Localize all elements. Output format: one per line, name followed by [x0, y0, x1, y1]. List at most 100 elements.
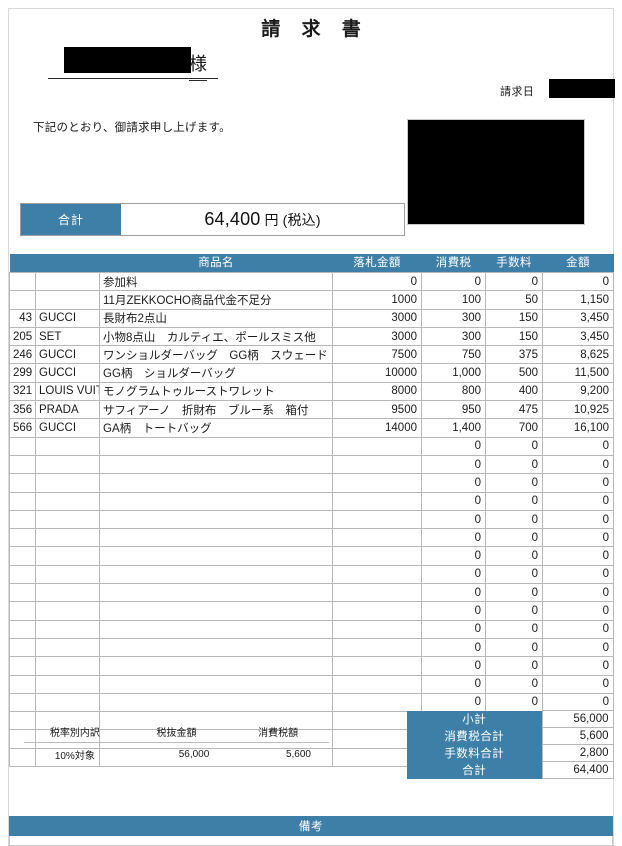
cell-brand — [35, 692, 100, 713]
col-header-brand — [35, 254, 100, 273]
cell-amount: 16,100 — [542, 418, 614, 438]
cell-amount: 0 — [542, 619, 614, 639]
cell-name — [99, 528, 333, 548]
cell-name: GA柄 トートバッグ — [99, 418, 333, 438]
cell-no — [9, 583, 36, 603]
cell-bid — [332, 583, 422, 603]
cell-brand: PRADA — [35, 400, 100, 420]
cell-no — [9, 473, 36, 493]
cell-no — [9, 637, 36, 658]
cell-bid — [332, 546, 422, 566]
cell-amount: 0 — [542, 674, 614, 694]
cell-no: 246 — [9, 345, 36, 365]
cell-brand — [35, 637, 100, 658]
issue-date-label: 請求日 — [500, 86, 535, 98]
cell-amount: 1,150 — [542, 290, 614, 310]
cell-brand: GUCCI — [35, 345, 100, 365]
cell-no — [9, 656, 36, 676]
cell-name — [99, 564, 333, 585]
cell-bid — [332, 692, 422, 713]
tax-breakdown-col-net: 税抜金額 — [125, 722, 228, 743]
lead-text: 下記のとおり、御請求申し上げます。 — [33, 122, 231, 134]
cell-no — [9, 619, 36, 639]
items-table-body: 参加料 0 0 0 0 11月ZEKKOCHO商品代金不足分 1000 100 50 1,150 4… — [9, 271, 614, 768]
cell-name: 小物8点山 カルティエ、ポールスミス他 — [99, 326, 333, 347]
cell-fee: 0 — [485, 619, 543, 639]
cell-no: 43 — [9, 308, 36, 328]
cell-brand: GUCCI — [35, 418, 100, 438]
cell-fee: 0 — [485, 564, 543, 585]
cell-brand — [35, 656, 100, 676]
cell-brand — [35, 454, 100, 475]
cell-bid: 9500 — [332, 400, 422, 420]
cell-tax: 800 — [421, 381, 486, 402]
cell-amount: 3,450 — [542, 326, 614, 347]
cell-no: 205 — [9, 326, 36, 347]
cell-name: GG柄 ショルダーバッグ — [99, 363, 333, 383]
cell-brand — [35, 290, 100, 310]
cell-tax: 0 — [421, 601, 486, 621]
cell-bid: 7500 — [332, 345, 422, 365]
summary-row: 小計 56,000 — [407, 710, 614, 728]
cell-amount: 0 — [542, 271, 614, 292]
cell-fee: 0 — [485, 583, 543, 603]
cell-no: 356 — [9, 400, 36, 420]
summary-label: 小計 — [407, 710, 542, 728]
col-header-name: 商品名 — [99, 254, 333, 273]
cell-amount: 9,200 — [542, 381, 614, 402]
cell-fee: 0 — [485, 601, 543, 621]
cell-name: モノグラムトゥルーストワレット — [99, 381, 333, 402]
issue-date-redaction — [549, 79, 615, 98]
cell-bid — [332, 528, 422, 548]
cell-tax: 0 — [421, 583, 486, 603]
cell-no — [9, 564, 36, 585]
cell-name — [99, 601, 333, 621]
cell-brand: GUCCI — [35, 363, 100, 383]
cell-name — [99, 509, 333, 530]
cell-fee: 0 — [485, 509, 543, 530]
col-header-no — [9, 254, 36, 273]
cell-bid — [332, 637, 422, 658]
cell-brand — [35, 473, 100, 493]
cell-no — [9, 454, 36, 475]
cell-fee: 0 — [485, 674, 543, 694]
customer-name-redaction — [64, 47, 191, 73]
cell-brand — [35, 674, 100, 694]
issuer-block-redaction — [407, 119, 585, 225]
cell-tax: 0 — [421, 637, 486, 658]
cell-name — [99, 656, 333, 676]
cell-tax: 0 — [421, 692, 486, 713]
cell-name — [99, 436, 333, 456]
cell-brand: GUCCI — [35, 308, 100, 328]
cell-amount: 11,500 — [542, 363, 614, 383]
tax-breakdown-tax: 5,600 — [285, 749, 311, 760]
cell-name — [99, 637, 333, 658]
table-row: 299 GUCCI GG柄 ショルダーバッグ 10000 1,000 500 11,500 — [9, 363, 614, 383]
cell-brand — [35, 619, 100, 639]
table-row: 246 GUCCI ワンショルダーバッグ GG柄 スウェード 7500 750 375 8,… — [9, 345, 614, 365]
cell-no: 299 — [9, 363, 36, 383]
cell-tax: 1,400 — [421, 418, 486, 438]
summary-value: 64,400 — [541, 761, 614, 779]
summary-value: 56,000 — [541, 710, 614, 728]
cell-tax: 0 — [421, 546, 486, 566]
cell-fee: 0 — [485, 454, 543, 475]
cell-name: サフィアーノ 折財布 ブルー系 箱付 — [99, 400, 333, 420]
cell-bid: 3000 — [332, 326, 422, 347]
cell-bid — [332, 619, 422, 639]
table-row: 43 GUCCI 長財布2点山 3000 300 150 3,450 — [9, 308, 614, 328]
cell-no — [9, 528, 36, 548]
total-banner-currency: 円 — [264, 211, 279, 228]
cell-bid — [332, 436, 422, 456]
cell-brand — [35, 436, 100, 456]
cell-brand — [35, 271, 100, 292]
cell-brand — [35, 491, 100, 511]
summary-label: 消費税合計 — [407, 727, 542, 745]
cell-no — [9, 674, 36, 694]
cell-bid — [332, 656, 422, 676]
tax-breakdown-header-row: 税率別内訳 税抜金額 消費税額 — [24, 722, 329, 743]
